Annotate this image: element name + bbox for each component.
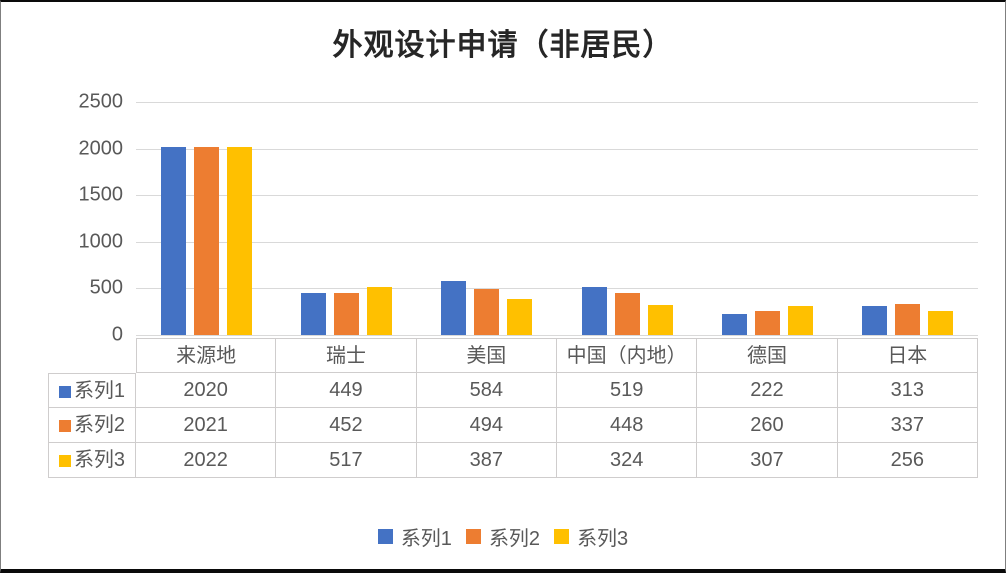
bar-group: [136, 102, 276, 335]
series-label: 系列1: [73, 380, 126, 402]
y-axis-tick-label: 1000: [78, 230, 124, 253]
series-label-cell: 系列2: [48, 408, 136, 443]
bar-group: [838, 102, 978, 335]
series-label-cell: 系列1: [48, 373, 136, 408]
bar-series1: [721, 314, 747, 335]
series-marker-icon: [58, 420, 71, 432]
y-axis-tick-label: 500: [89, 276, 123, 299]
table-header-cell: 中国（内地）: [556, 338, 698, 373]
table-value-cell: 337: [837, 408, 978, 443]
legend-item: 系列2: [465, 522, 541, 551]
bar-series2: [895, 303, 921, 335]
legend-item: 系列3: [554, 522, 628, 551]
bar-series1: [160, 146, 186, 335]
table-corner-cell: [48, 338, 136, 373]
y-axis-tick-label: 1500: [78, 183, 124, 206]
legend-item: 系列1: [377, 522, 452, 551]
y-axis-tick-label: 2500: [78, 90, 124, 113]
table-header-cell: 德国: [697, 338, 838, 373]
series-label-cell: 系列3: [48, 443, 136, 478]
table-value-cell: 307: [697, 443, 838, 478]
bar-series3: [928, 311, 954, 335]
table-value-cell: 2021: [136, 408, 277, 443]
table-value-cell: 519: [556, 373, 698, 408]
table-value-cell: 222: [697, 373, 838, 408]
legend-swatch-icon: [377, 529, 393, 544]
bar-group: [276, 102, 416, 335]
table-value-cell: 448: [556, 408, 698, 443]
table-value-cell: 584: [416, 373, 557, 408]
series-marker-icon: [58, 455, 71, 467]
y-axis-tick-label: 0: [111, 323, 123, 346]
bar-series1: [862, 305, 888, 335]
table-header-cell: 来源地: [136, 338, 277, 373]
table-value-cell: 494: [416, 408, 557, 443]
bar-group: [417, 102, 557, 335]
bar-series3: [647, 304, 673, 335]
table-value-cell: 452: [276, 408, 417, 443]
bar-series3: [366, 286, 392, 335]
bar-series1: [581, 286, 607, 335]
table-value-cell: 387: [416, 443, 557, 478]
bar-series1: [300, 293, 326, 335]
table-header-cell: 美国: [416, 338, 557, 373]
bar-group: [697, 102, 837, 335]
gridline: [136, 148, 978, 150]
legend-swatch-icon: [465, 529, 481, 544]
legend-label: 系列2: [488, 528, 541, 550]
bar-series2: [614, 293, 640, 335]
bar-series2: [474, 288, 500, 335]
table-value-cell: 260: [697, 408, 838, 443]
table-header-cell: 日本: [837, 338, 978, 373]
bar-series2: [333, 292, 359, 335]
table-value-cell: 2020: [136, 373, 277, 408]
data-table: 来源地 瑞士 美国 中国（内地） 德国 日本系列1 2020 449 584 519 222 313 系…: [48, 338, 978, 478]
bar-series2: [754, 310, 780, 335]
series-marker-icon: [58, 386, 71, 398]
y-axis-tick-label: 2000: [78, 137, 124, 160]
table-value-cell: 256: [837, 443, 978, 478]
table-header-cell: 瑞士: [276, 338, 417, 373]
bar-series2: [193, 146, 219, 335]
table-value-cell: 517: [276, 443, 417, 478]
table-value-cell: 313: [837, 373, 978, 408]
gridline: [136, 195, 978, 197]
table-value-cell: 324: [556, 443, 698, 478]
gridline: [136, 241, 978, 243]
bar-series3: [507, 298, 533, 335]
series-label: 系列2: [73, 414, 126, 436]
legend-label: 系列1: [400, 528, 452, 550]
legend-label: 系列3: [577, 528, 629, 550]
gridline: [136, 102, 978, 103]
bar-series3: [787, 306, 813, 335]
bar-series1: [441, 280, 467, 335]
bar-group: [557, 102, 697, 335]
legend: 系列1 系列2 系列3: [1, 522, 1005, 551]
gridline: [136, 288, 978, 290]
bar-series3: [226, 146, 252, 335]
legend-swatch-icon: [554, 529, 570, 544]
y-axis: 0 500 1000 1500 2000 2500: [1, 2, 124, 402]
plot-area: [136, 102, 978, 336]
gridline: [136, 335, 978, 336]
chart-title: 外观设计申请（非居民）: [332, 29, 674, 62]
table-value-cell: 2022: [136, 443, 277, 478]
series-label: 系列3: [73, 449, 126, 471]
table-value-cell: 449: [276, 373, 417, 408]
